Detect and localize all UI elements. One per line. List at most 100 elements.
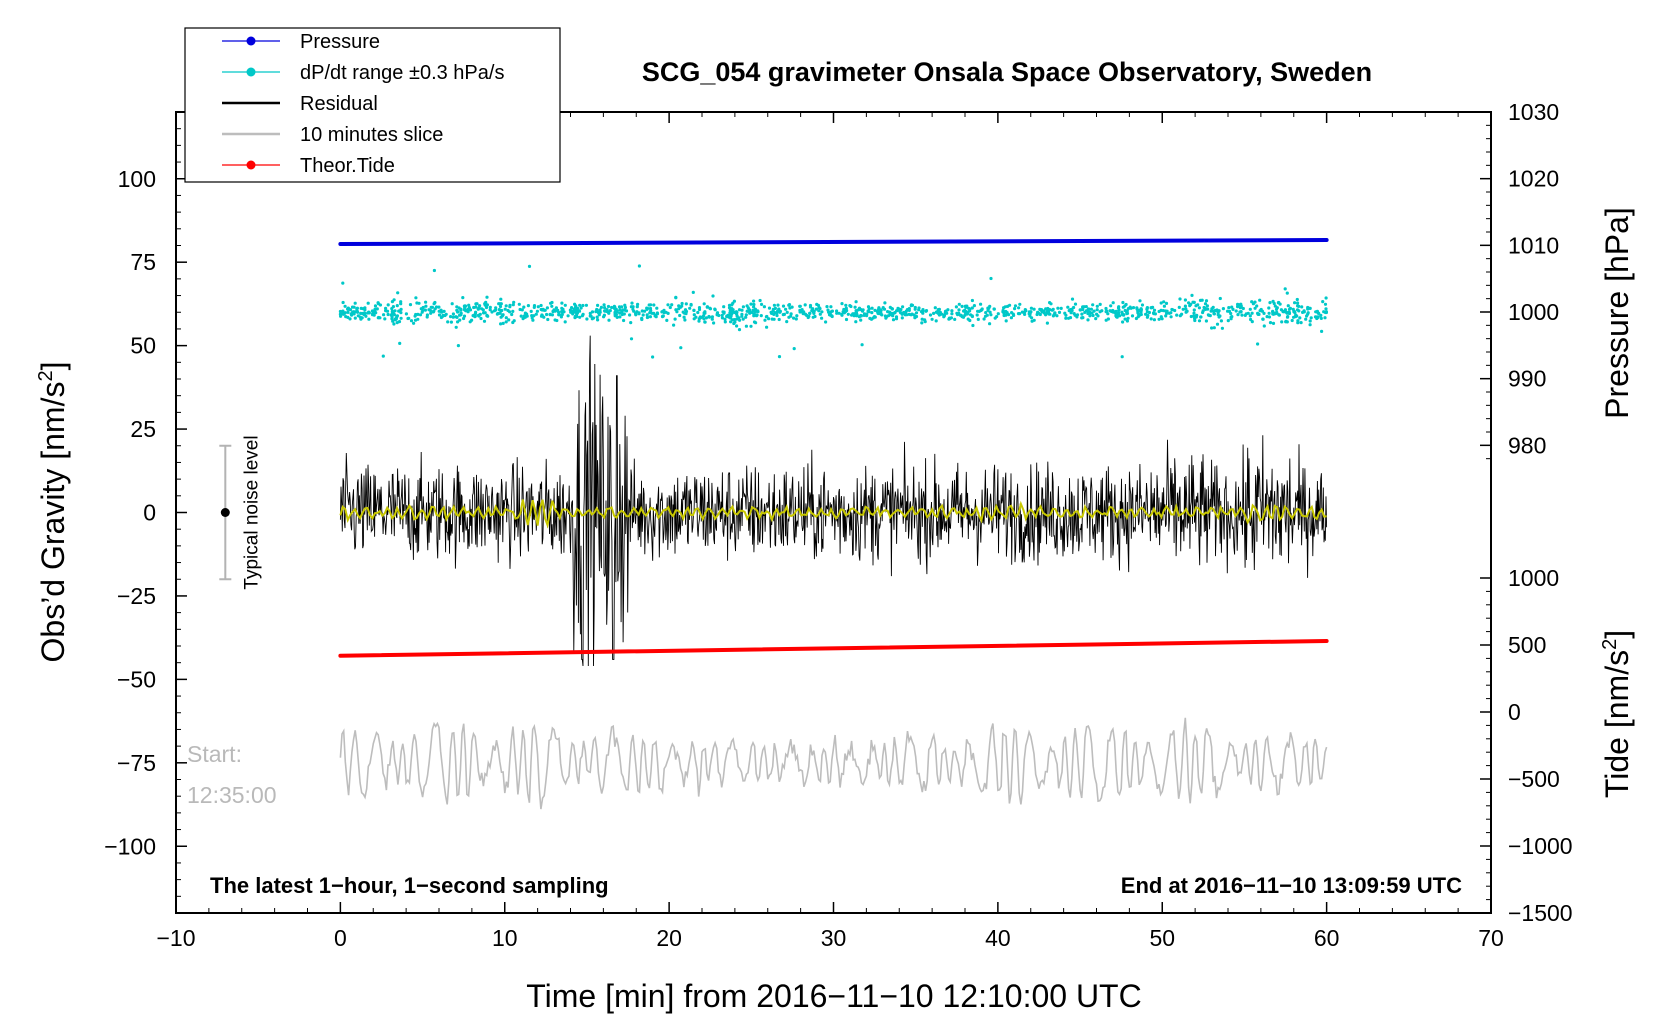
dpdt-point (956, 313, 960, 317)
dpdt-point (1320, 329, 1324, 333)
dpdt-point (957, 308, 961, 312)
dpdt-point (442, 309, 446, 313)
dpdt-point (1086, 310, 1090, 314)
x-axis-title: Time [min] from 2016−11−10 12:10:00 UTC (526, 978, 1141, 1014)
legend-marker (246, 160, 256, 170)
dpdt-point (618, 311, 622, 315)
dpdt-point (1226, 319, 1230, 323)
dpdt-point (1272, 301, 1276, 306)
dpdt-point (684, 309, 689, 314)
dpdt-point (1248, 314, 1252, 318)
dpdt-point (554, 306, 559, 310)
dpdt-point (648, 315, 653, 319)
dpdt-point (476, 313, 481, 317)
dpdt-point (989, 276, 993, 281)
dpdt-point (498, 304, 503, 309)
dpdt-point (390, 315, 394, 319)
dpdt-point (977, 309, 981, 313)
dpdt-point (1183, 304, 1187, 308)
dpdt-point (523, 311, 528, 315)
dpdt-point (504, 320, 508, 324)
dpdt-point (1159, 315, 1163, 319)
dpdt-point (1011, 312, 1015, 316)
dpdt-point (720, 313, 724, 317)
dpdt-point (664, 310, 668, 314)
dpdt-point (1136, 315, 1140, 319)
dpdt-point (765, 314, 769, 319)
dpdt-point (798, 304, 802, 308)
dpdt-point (1013, 304, 1018, 308)
dpdt-point (1004, 319, 1008, 323)
dpdt-point (715, 313, 719, 317)
x-tick-label: 0 (334, 925, 347, 951)
dpdt-point (1177, 305, 1181, 309)
dpdt-point (484, 305, 489, 310)
legend-label: Pressure (300, 31, 380, 53)
dpdt-point (1114, 309, 1118, 313)
dpdt-point (680, 301, 684, 306)
dpdt-point (1256, 342, 1260, 346)
dpdt-point (731, 301, 735, 305)
dpdt-point (1091, 313, 1095, 318)
dpdt-point (367, 311, 371, 315)
dpdt-point (1227, 306, 1231, 310)
dpdt-point (612, 304, 617, 308)
dpdt-point (1273, 311, 1277, 315)
y-left-tick-label: 50 (130, 333, 156, 359)
dpdt-point (1196, 303, 1200, 307)
dpdt-point (517, 302, 521, 306)
dpdt-point (560, 301, 564, 305)
dpdt-point (424, 300, 428, 304)
dpdt-point (1170, 307, 1174, 312)
dpdt-point (628, 313, 632, 317)
dpdt-point (1204, 307, 1208, 311)
dpdt-point (1296, 304, 1300, 308)
dpdt-point (733, 320, 737, 324)
dpdt-point (1111, 309, 1115, 313)
dpdt-point (683, 318, 687, 322)
dpdt-point (677, 304, 681, 308)
dpdt-point (1055, 314, 1059, 318)
dpdt-point (803, 303, 807, 307)
dpdt-point (413, 318, 418, 322)
dpdt-point (1262, 324, 1266, 328)
dpdt-point (775, 309, 780, 313)
dpdt-point (575, 312, 579, 316)
dpdt-point (808, 311, 812, 315)
dpdt-point (862, 313, 866, 317)
dpdt-point (1051, 314, 1055, 318)
dpdt-point (350, 313, 354, 317)
dpdt-point (1084, 305, 1088, 309)
dpdt-point (703, 320, 707, 324)
dpdt-point (630, 301, 634, 305)
dpdt-point (577, 309, 582, 313)
dpdt-point (645, 313, 649, 317)
dpdt-point (668, 305, 672, 310)
dpdt-point (563, 303, 567, 307)
dpdt-point (506, 308, 510, 313)
dpdt-point (578, 315, 582, 319)
dpdt-point (1117, 308, 1121, 312)
dpdt-point (449, 315, 453, 319)
y-right-tide-title: Tide [nm/s2] (1599, 630, 1635, 798)
dpdt-point (1072, 312, 1076, 316)
dpdt-point (494, 306, 498, 310)
dpdt-point (946, 308, 950, 312)
dpdt-point (1048, 312, 1052, 316)
dpdt-point (1162, 304, 1166, 308)
dpdt-point (622, 312, 626, 316)
dpdt-point (631, 307, 635, 311)
dpdt-point (499, 315, 503, 319)
dpdt-point (773, 311, 777, 315)
dpdt-point (923, 320, 927, 324)
dpdt-point (680, 304, 684, 308)
dpdt-point (1001, 310, 1005, 314)
dpdt-point (829, 310, 833, 314)
dpdt-point (1321, 300, 1325, 304)
dpdt-point (660, 310, 664, 314)
dpdt-point (1146, 313, 1150, 318)
dpdt-point (534, 312, 538, 316)
dpdt-point (1241, 306, 1245, 311)
dpdt-point (1189, 314, 1193, 319)
dpdt-point (391, 305, 395, 309)
